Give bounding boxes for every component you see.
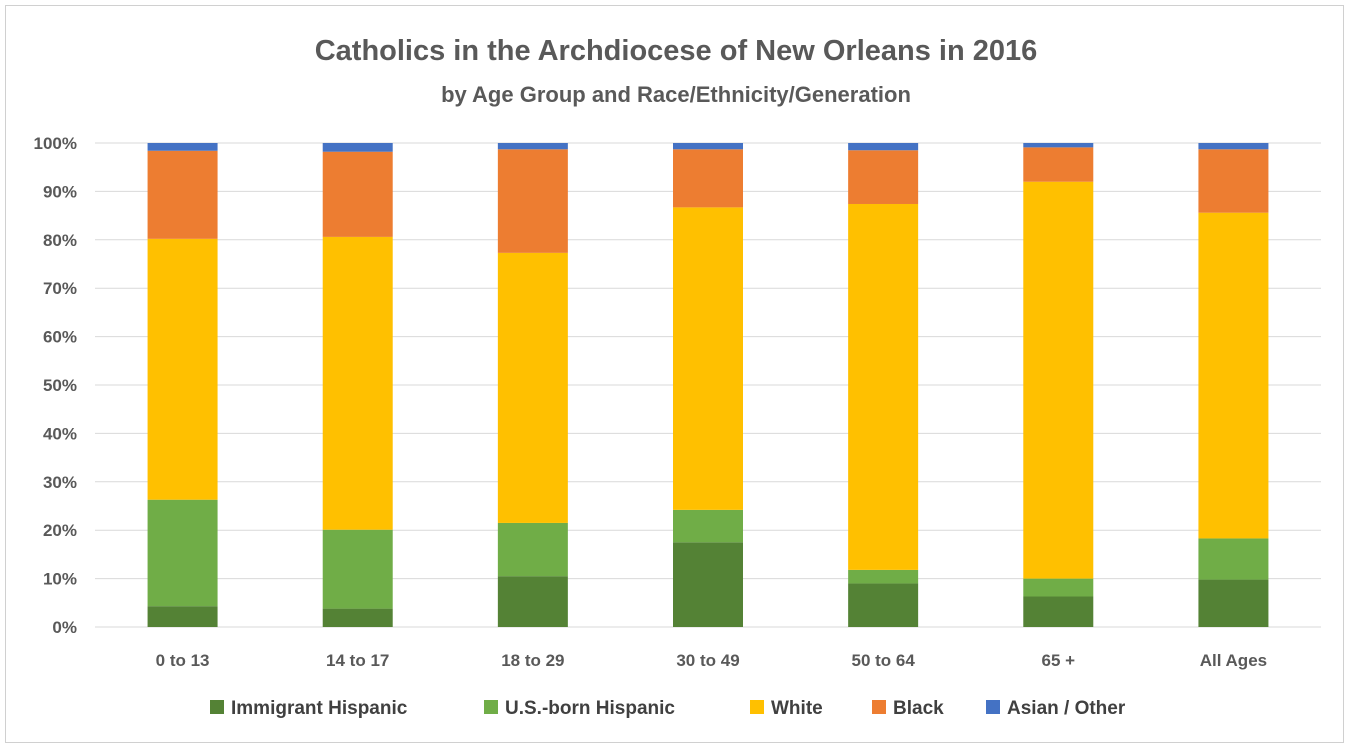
- x-axis-ticks: 0 to 13 14 to 17 18 to 29 30 to 49 50 to 64 6…: [156, 651, 1267, 670]
- legend-label: Immigrant Hispanic: [231, 698, 408, 719]
- bar-segment: [1198, 579, 1269, 627]
- legend-label: White: [771, 698, 823, 719]
- bar-segment: [147, 238, 218, 500]
- bar-segment: [848, 203, 919, 570]
- bar-segment: [147, 143, 218, 151]
- x-tick-label: 18 to 29: [501, 651, 564, 670]
- y-tick-label: 60%: [43, 328, 77, 347]
- bar-segment: [848, 150, 919, 204]
- x-tick-label: 65 +: [1042, 651, 1076, 670]
- bar-segment: [322, 143, 393, 152]
- bar-stack: [147, 143, 218, 627]
- bar-segment: [1198, 149, 1269, 213]
- legend-label: Asian / Other: [1007, 698, 1126, 719]
- bar-segment: [497, 576, 568, 627]
- bar-segment: [1023, 147, 1094, 182]
- x-tick-label: All Ages: [1200, 651, 1267, 670]
- bar-segment: [1198, 143, 1269, 150]
- y-tick-label: 0%: [52, 618, 77, 637]
- legend-item: Black: [872, 698, 944, 719]
- bar-segment: [1023, 596, 1094, 627]
- bar-segment: [673, 509, 743, 543]
- y-tick-label: 100%: [34, 134, 77, 153]
- y-tick-label: 50%: [43, 376, 77, 395]
- bar-stack: [1198, 143, 1269, 627]
- bar-segment: [1198, 212, 1269, 539]
- y-axis-ticks: 0% 10% 20% 30% 40% 50% 60% 70% 80% 90% 100%: [34, 134, 77, 637]
- legend-swatch: [872, 700, 886, 714]
- y-tick-label: 90%: [43, 182, 77, 201]
- bar-segment: [1023, 143, 1094, 148]
- y-tick-label: 70%: [43, 279, 77, 298]
- bar-segment: [147, 606, 218, 627]
- bar-segment: [673, 149, 743, 208]
- bar-segment: [1198, 538, 1269, 580]
- bar-segment: [322, 236, 393, 530]
- bar-segment: [1023, 181, 1094, 579]
- bars: [147, 143, 1269, 627]
- bar-stack: [673, 143, 743, 627]
- bar-segment: [147, 150, 218, 239]
- bar-segment: [848, 143, 919, 151]
- chart-subtitle: by Age Group and Race/Ethnicity/Generati…: [441, 82, 911, 107]
- bar-segment: [848, 583, 919, 627]
- y-tick-label: 10%: [43, 570, 77, 589]
- bar-segment: [673, 143, 743, 150]
- bar-segment: [848, 569, 919, 584]
- legend-label: Black: [893, 698, 944, 719]
- x-tick-label: 14 to 17: [326, 651, 389, 670]
- bar-segment: [497, 143, 568, 150]
- legend-swatch: [750, 700, 764, 714]
- bar-stack: [497, 143, 568, 627]
- y-tick-label: 80%: [43, 231, 77, 250]
- bar-segment: [322, 529, 393, 609]
- legend-swatch: [210, 700, 224, 714]
- legend-swatch: [986, 700, 1000, 714]
- bar-stack: [1023, 143, 1094, 627]
- bar-segment: [147, 499, 218, 607]
- y-tick-label: 20%: [43, 521, 77, 540]
- x-tick-label: 50 to 64: [851, 651, 915, 670]
- chart-title: Catholics in the Archdiocese of New Orle…: [315, 35, 1038, 67]
- legend-item: White: [750, 698, 823, 719]
- legend-item: Immigrant Hispanic: [210, 698, 408, 719]
- bar-segment: [673, 542, 743, 627]
- legend: Immigrant Hispanic U.S.-born Hispanic Whit…: [210, 698, 1126, 719]
- bar-segment: [322, 608, 393, 627]
- bar-segment: [497, 522, 568, 577]
- bar-segment: [497, 149, 568, 253]
- legend-item: U.S.-born Hispanic: [484, 698, 675, 719]
- bar-segment: [322, 151, 393, 237]
- legend-item: Asian / Other: [986, 698, 1126, 719]
- x-tick-label: 0 to 13: [156, 651, 210, 670]
- legend-label: U.S.-born Hispanic: [505, 698, 675, 719]
- bar-stack: [848, 143, 919, 627]
- bar-stack: [322, 143, 393, 627]
- bar-segment: [673, 207, 743, 510]
- bar-segment: [497, 252, 568, 523]
- y-tick-label: 40%: [43, 424, 77, 443]
- x-tick-label: 30 to 49: [676, 651, 739, 670]
- bar-segment: [1023, 578, 1094, 597]
- legend-swatch: [484, 700, 498, 714]
- y-tick-label: 30%: [43, 473, 77, 492]
